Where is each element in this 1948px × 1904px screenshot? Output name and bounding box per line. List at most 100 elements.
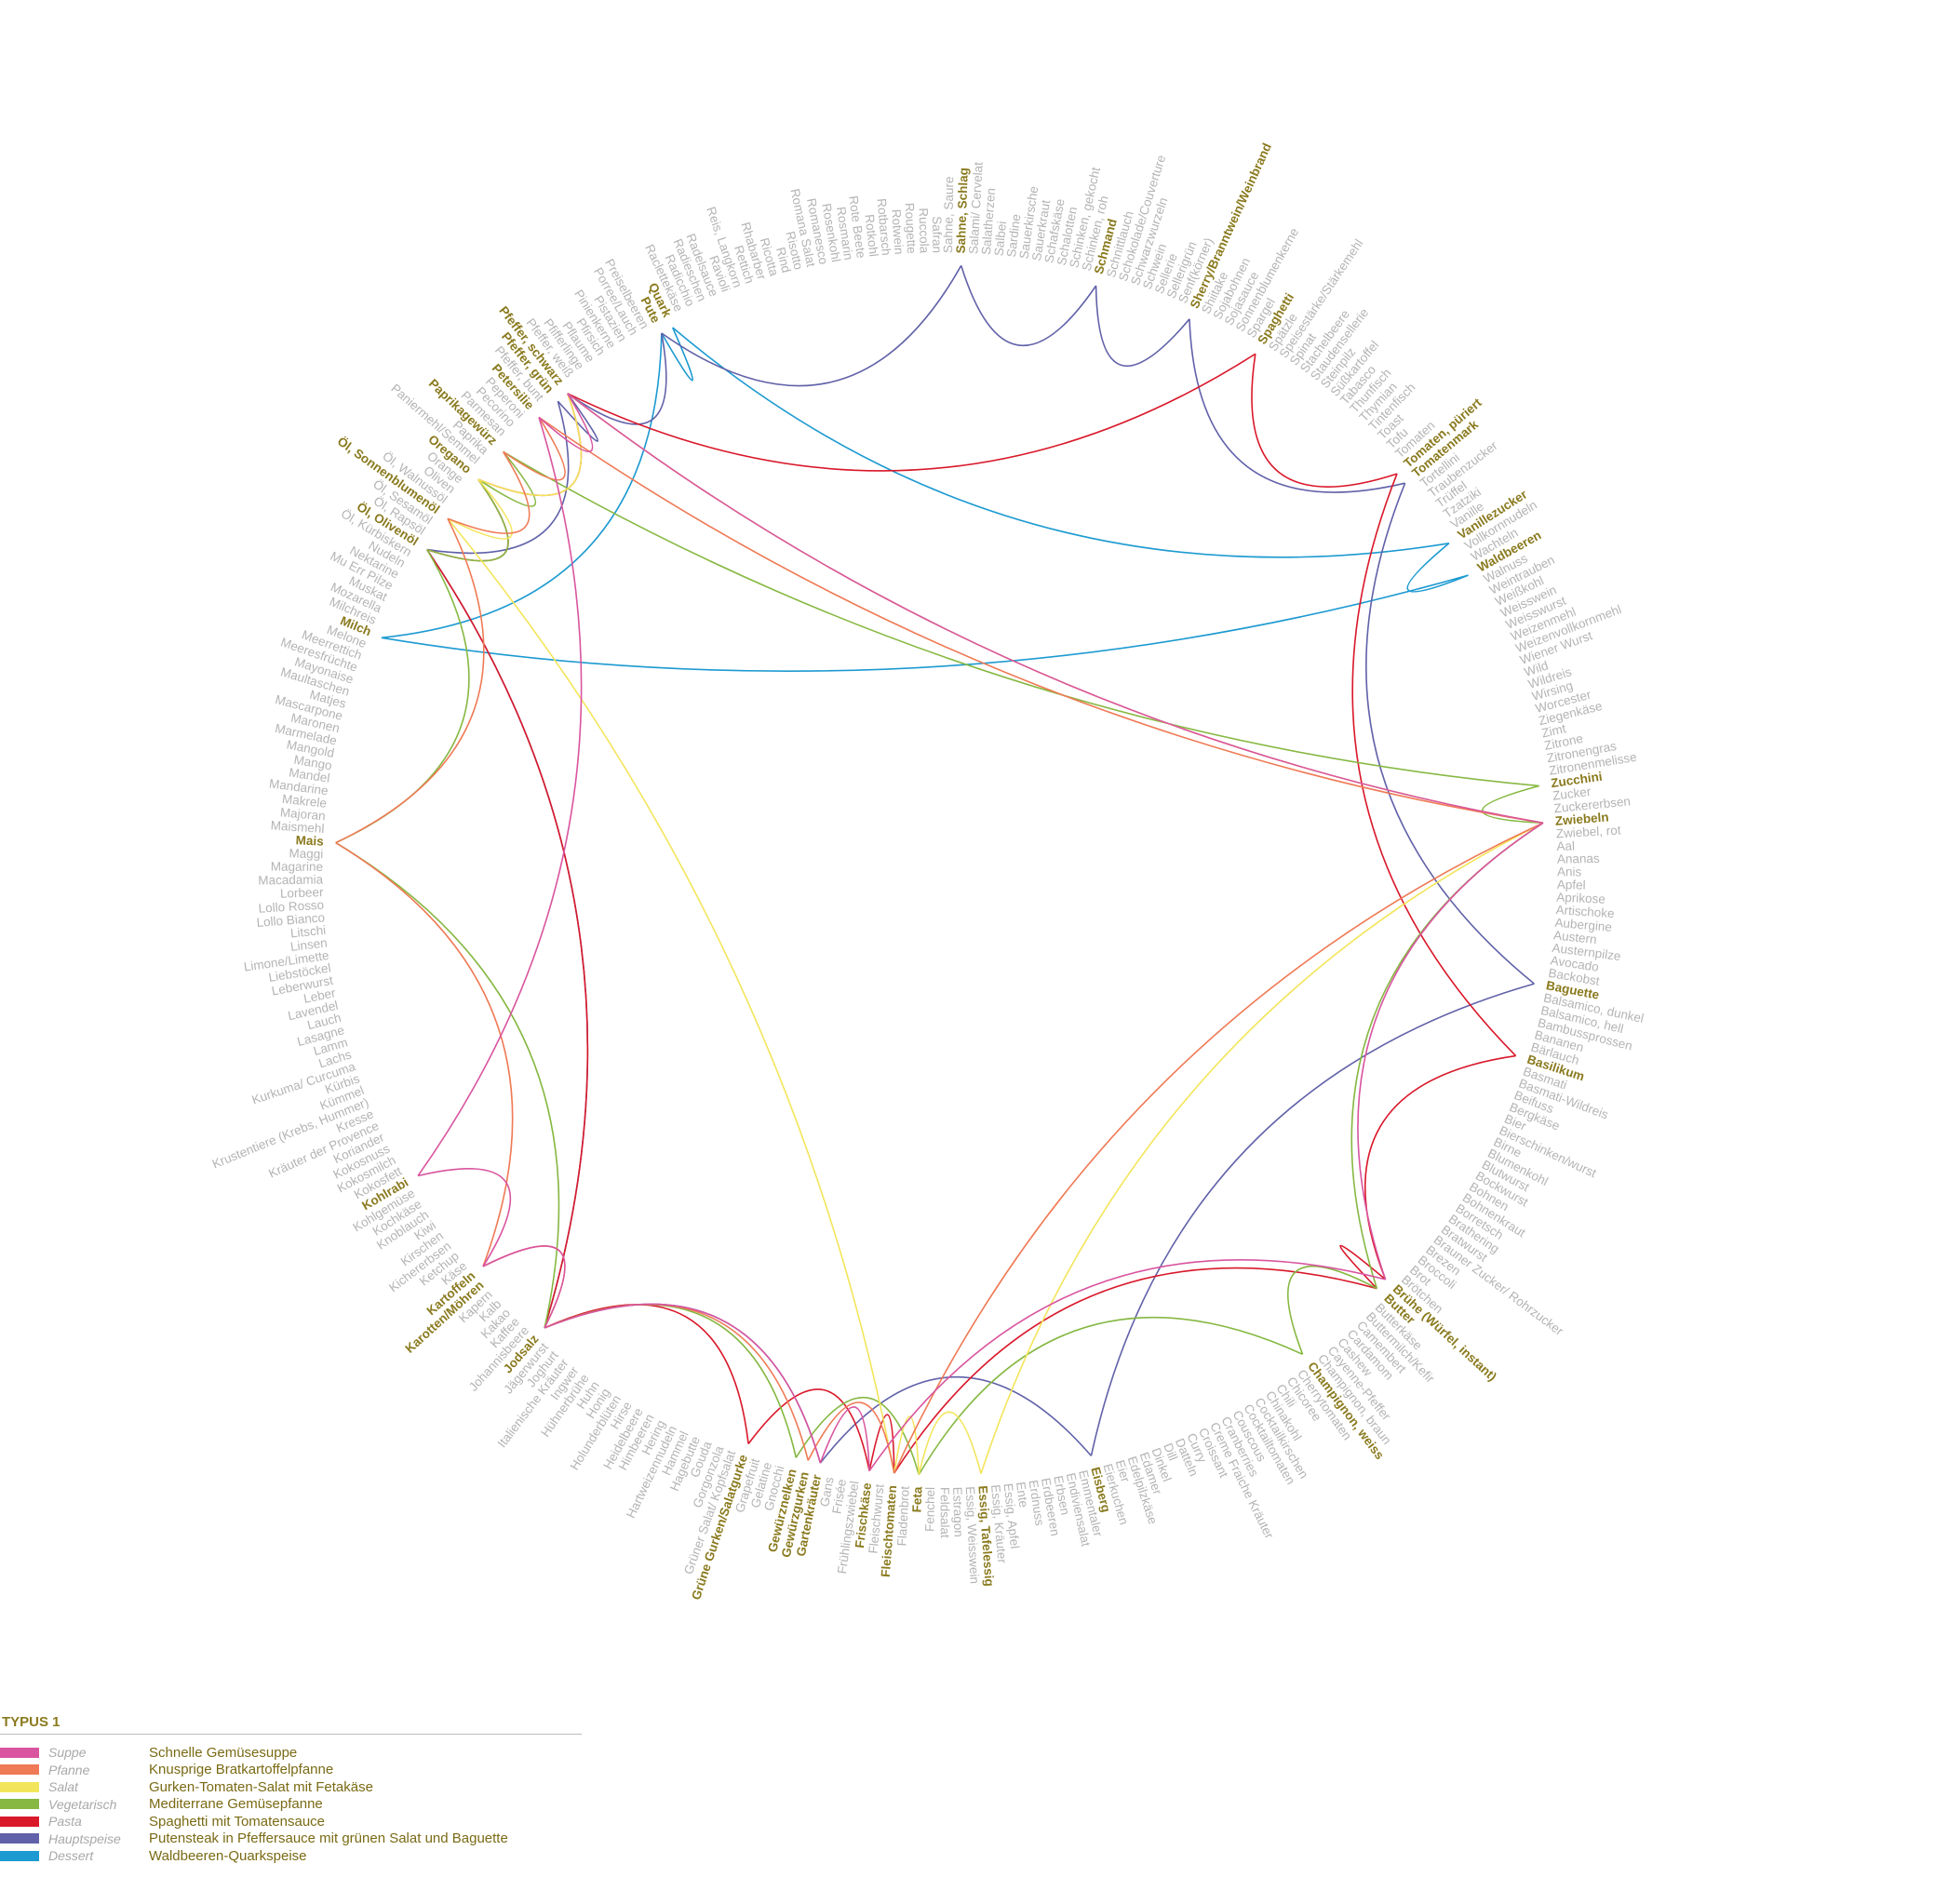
recipe-link: [503, 416, 566, 481]
recipe-link: [1287, 1265, 1377, 1355]
recipe-links: [335, 265, 1544, 1476]
recipe-link: [557, 393, 599, 442]
legend-swatch: [0, 1781, 39, 1792]
ingredient-label: Essig, Tafelessig: [975, 1485, 996, 1587]
ingredient-label: Fleischtomaten: [879, 1484, 899, 1577]
ingredient-label: Rind: [773, 246, 793, 275]
legend-type-label: Salat: [48, 1779, 78, 1795]
recipe-link: [893, 1415, 920, 1475]
legend-swatch: [0, 1747, 39, 1758]
recipe-link: [1251, 354, 1398, 488]
legend-dish-label: Schnelle Gemüsesuppe: [149, 1744, 298, 1761]
recipe-link: [477, 450, 537, 507]
recipe-link: [426, 549, 589, 1329]
recipe-link: [918, 1316, 1303, 1476]
ingredient-label: Zwiebeln: [1554, 810, 1609, 827]
recipe-link: [1406, 543, 1469, 593]
recipe-link: [544, 1304, 749, 1444]
recipe-link: [538, 393, 594, 453]
recipe-link: [381, 332, 663, 639]
recipe-link: [893, 822, 1544, 1474]
recipe-link: [672, 327, 1450, 558]
ingredient-label: Rotbarsch: [875, 198, 893, 257]
ingredient-label: Zucker: [1552, 784, 1592, 803]
legend-swatch: [0, 1833, 39, 1844]
legend-swatch: [0, 1764, 39, 1776]
recipe-link: [868, 1259, 1386, 1472]
legend-type-label: Hauptspeise: [48, 1830, 121, 1846]
legend-swatch: [0, 1816, 39, 1827]
ingredient-label: Eier: [1113, 1458, 1133, 1484]
recipe-link: [567, 353, 1256, 472]
legend-row-pasta: Pasta Spaghetti mit Tomatensauce: [0, 1813, 586, 1830]
recipe-link: [447, 517, 895, 1474]
recipe-link: [426, 400, 570, 555]
ingredient-label: Essig, Weisswein: [963, 1486, 982, 1584]
ingredient-label: Fladenbrot: [894, 1485, 912, 1547]
ingredient-label: Salatherzen: [979, 187, 998, 255]
ingredient-label: Lorbeer: [280, 885, 325, 901]
recipe-link: [747, 1388, 870, 1471]
ingredient-label: Fenchel: [922, 1487, 937, 1532]
ingredient-label: Litschi: [289, 923, 327, 941]
ingredient-label: Magarine: [271, 860, 323, 874]
legend-row-salat: Salat Gurken-Tomaten-Salat mit Fetakäse: [0, 1778, 586, 1796]
ingredient-label: Aal: [1556, 838, 1575, 853]
recipe-link: [426, 549, 589, 1329]
ingredient-label: Mandel: [288, 765, 330, 784]
recipe-link: [661, 327, 694, 382]
ingredient-label: Salbei: [992, 221, 1010, 257]
recipe-link: [1095, 285, 1190, 368]
recipe-link: [980, 822, 1544, 1474]
legend: TYPUS 1 Suppe Schnelle Gemüsesuppe Pfanne K…: [0, 1714, 586, 1865]
ingredient-label: Rotwein: [889, 208, 906, 255]
legend-row-suppe: Suppe Schnelle Gemüsesuppe: [0, 1744, 586, 1762]
legend-rows: Suppe Schnelle Gemüsesuppe Pfanne Knusprige…: [0, 1744, 586, 1865]
ingredient-label: Aubergine: [1554, 916, 1613, 934]
ingredient-label: Zwiebel, rot: [1555, 823, 1621, 840]
ingredient-label: Anis: [1557, 865, 1582, 878]
legend-swatch: [0, 1799, 39, 1810]
ingredient-label: Frisée: [829, 1478, 849, 1514]
recipe-link: [538, 416, 1544, 825]
recipe-link: [567, 393, 1544, 825]
ingredient-label: Austern: [1553, 928, 1598, 946]
ingredient-label: Salami/ Cervelat: [966, 161, 985, 254]
ingredient-label: Essig, Kräuter: [988, 1484, 1009, 1564]
legend-title: TYPUS 1: [2, 1714, 60, 1730]
ingredient-label: Lollo Rosso: [258, 898, 324, 916]
legend-dish-label: Mediterrane Gemüsepfanne: [149, 1796, 323, 1813]
ingredient-label: Apfel: [1557, 878, 1586, 892]
recipe-link: [503, 450, 1539, 787]
recipe-link: [960, 265, 1097, 347]
recipe-link: [868, 1414, 895, 1474]
ingredient-label: Maggi: [289, 846, 323, 861]
ingredient-label: Gans: [817, 1476, 837, 1508]
legend-type-label: Vegetarisch: [48, 1796, 117, 1812]
ingredient-label: Erdnuss: [1027, 1479, 1047, 1526]
recipe-link: [893, 1267, 1377, 1474]
recipe-link: [477, 393, 583, 497]
ingredient-label: Dill: [1161, 1441, 1180, 1463]
recipe-link: [1357, 822, 1544, 1281]
ingredient-label: Estragon: [950, 1487, 965, 1537]
recipe-link: [1189, 318, 1405, 493]
recipe-link: [819, 1406, 870, 1471]
ingredient-label: Makrele: [281, 792, 327, 811]
recipe-link: [661, 265, 962, 387]
ingredient-label: Mango: [293, 753, 333, 773]
ingredient-label: Fleischwurst: [866, 1483, 886, 1554]
legend-dish-label: Knusprige Bratkartoffelpfanne: [149, 1762, 334, 1778]
recipe-link: [381, 574, 1469, 672]
ingredient-label: Feldsalat: [938, 1487, 952, 1538]
recipe-link: [567, 393, 1544, 825]
ingredient-label: Sahne, Schlag: [954, 168, 971, 254]
legend-dish-label: Putensteak in Pfeffersauce mit grünen Sa…: [149, 1830, 508, 1847]
legend-dish-label: Gurken-Tomaten-Salat mit Fetakäse: [149, 1778, 373, 1795]
recipe-link: [1090, 983, 1535, 1456]
ingredient-label: Mais: [295, 833, 324, 848]
legend-dish-label: Spaghetti mit Tomatensauce: [149, 1813, 326, 1830]
recipe-link: [417, 417, 583, 1176]
ingredient-label: Linsen: [289, 935, 328, 954]
